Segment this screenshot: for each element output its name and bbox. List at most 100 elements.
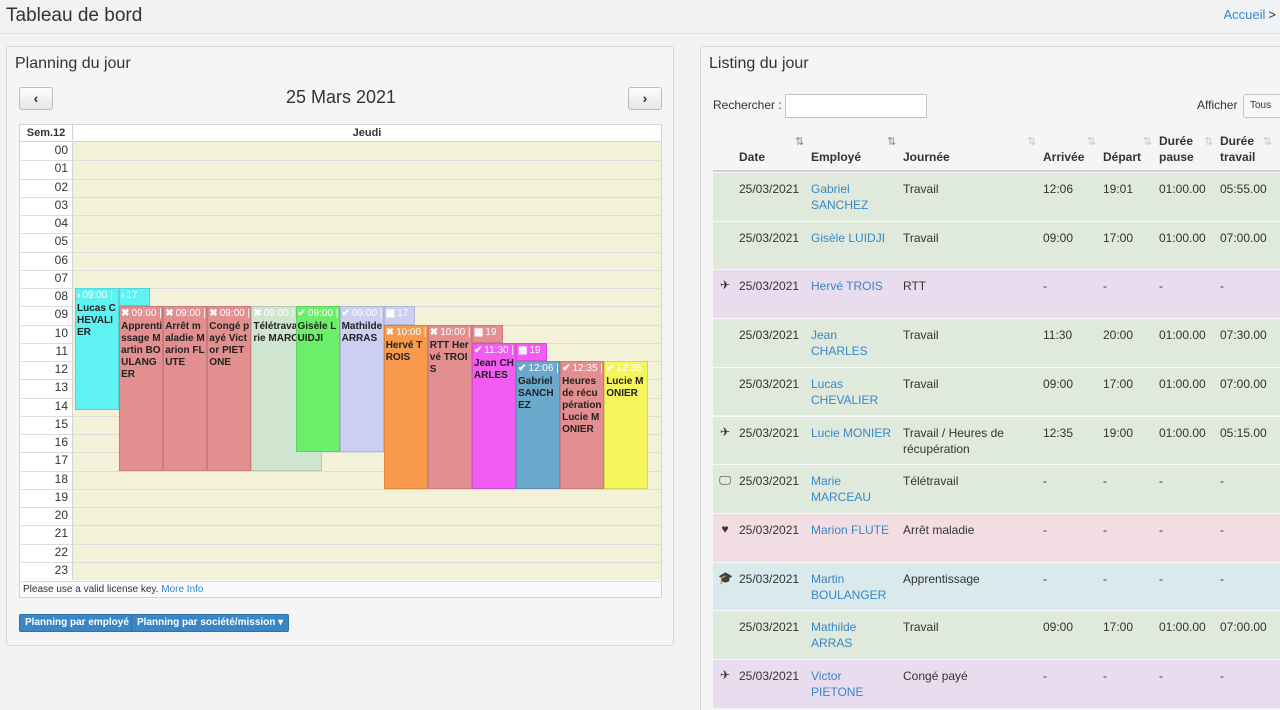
departure-cell: - xyxy=(1103,474,1107,489)
table-row[interactable]: ✈ 25/03/2021 Hervé TROIS RTT - - - - xyxy=(713,269,1280,319)
calendar-event[interactable]: ✖ 10:00 | RTT Hervé TROIS xyxy=(427,324,472,489)
breadcrumb-home-link[interactable]: Accueil xyxy=(1223,7,1266,22)
calendar-grid[interactable]: › 09:00 | Lucas CHEVALIER › 17 ✖ 09:00 | Appren… xyxy=(21,142,662,580)
table-row[interactable]: ✈ 25/03/2021 Lucie MONIER Travail / Heures … xyxy=(713,415,1280,465)
employee-link[interactable]: Gabriel SANCHEZ xyxy=(811,182,869,212)
event-status-icon: ✖ xyxy=(253,308,262,320)
event-time-text: 17 xyxy=(397,308,409,320)
column-header[interactable]: Durée travail xyxy=(1220,134,1256,164)
table-row[interactable]: 25/03/2021 Gisèle LUIDJI Travail 09:00 17:00… xyxy=(713,220,1280,270)
event-title: Hervé TROIS xyxy=(385,339,423,363)
hour-label: 02 xyxy=(54,179,68,194)
table-row[interactable]: 25/03/2021 Gabriel SANCHEZ Travail 12:06 19:… xyxy=(713,172,1280,221)
event-status-icon: ▦ xyxy=(473,326,484,338)
table-row[interactable]: 🎓 25/03/2021 Martin BOULANGER Apprentissage… xyxy=(713,561,1280,611)
work-duration-cell: 05:15.00 xyxy=(1220,425,1267,440)
date-cell: 25/03/2021 xyxy=(739,425,800,440)
employee-link[interactable]: Lucie MONIER xyxy=(811,425,892,440)
hour-gridline xyxy=(21,488,662,490)
event-time: ✖ 09:00 | xyxy=(208,307,250,321)
employee-link[interactable]: Marion FLUTE xyxy=(811,522,890,537)
event-status-icon: › xyxy=(77,290,81,301)
column-header[interactable]: Journée xyxy=(903,150,950,164)
sort-icon[interactable]: ⇅ xyxy=(795,136,805,148)
calendar-header: Sem.12 Jeudi xyxy=(20,125,661,142)
column-header[interactable]: Employé xyxy=(811,150,862,164)
calendar-event[interactable]: ✔ 12:35 | Heures de récupération Lucie MON… xyxy=(560,361,605,489)
license-more-info-link[interactable]: More Info xyxy=(161,584,204,595)
calendar-event[interactable]: › 17 xyxy=(119,288,150,307)
sort-icon[interactable]: ⇅ xyxy=(887,136,897,148)
table-row[interactable]: 25/03/2021 Lucas CHEVALIER Travail 09:00 17:… xyxy=(713,366,1280,416)
table-row[interactable]: 25/03/2021 Jean CHARLES Travail 11:30 20:00 0… xyxy=(713,318,1280,367)
calendar-event[interactable]: ▦ 19 xyxy=(516,342,547,361)
employee-link[interactable]: Mathilde ARRAS xyxy=(811,620,857,651)
hour-label: 21 xyxy=(54,526,68,541)
calendar-event[interactable]: ▦ 17 xyxy=(383,306,415,325)
departure-cell: 19:01 xyxy=(1103,182,1134,196)
day-type-cell: Arrêt maladie xyxy=(903,522,975,537)
calendar-event[interactable]: ✔ 09:00 | Mathilde ARRAS xyxy=(339,306,384,453)
hour-label: 17 xyxy=(54,453,68,468)
date-cell: 25/03/2021 xyxy=(739,182,800,196)
calendar-event[interactable]: ✖ 09:00 | Congé payé Victor PIETONE xyxy=(207,306,252,471)
event-status-icon: ✔ xyxy=(518,363,527,374)
employee-link[interactable]: Hervé TROIS xyxy=(811,279,883,294)
sort-icon[interactable]: ⇅ xyxy=(1027,136,1037,148)
hour-gridline xyxy=(21,196,662,198)
show-select[interactable]: Tous xyxy=(1243,94,1280,118)
column-header[interactable]: Durée pause xyxy=(1159,134,1194,164)
table-row[interactable]: ♥ 25/03/2021 Marion FLUTE Arrêt maladie - - - - xyxy=(713,512,1280,562)
next-day-button[interactable]: › xyxy=(628,87,662,110)
calendar-event[interactable]: ✔ 12:06 | Gabriel SANCHEZ xyxy=(516,361,561,489)
previous-day-button[interactable]: ‹ xyxy=(19,87,53,110)
employee-link[interactable]: Jean CHARLES xyxy=(811,328,868,359)
table-row[interactable]: ✈ 25/03/2021 Victor PIETONE Congé payé - - - - xyxy=(713,659,1280,708)
employee-link[interactable]: Lucas CHEVALIER xyxy=(811,376,879,407)
calendar-event[interactable]: ▦ 19 xyxy=(471,324,503,343)
sort-icon[interactable]: ⇅ xyxy=(1204,136,1214,148)
employee-link[interactable]: Gisèle LUIDJI xyxy=(811,230,886,245)
employee-link[interactable]: Victor PIETONE xyxy=(811,669,864,699)
search-input[interactable] xyxy=(785,94,927,118)
event-title: Gabriel SANCHEZ xyxy=(518,376,554,411)
table-row[interactable]: 25/03/2021 Mathilde ARRAS Travail 09:00 17:0… xyxy=(713,610,1280,659)
arrival-cell: 09:00 xyxy=(1043,620,1074,635)
event-status-icon: ✖ xyxy=(209,308,218,320)
event-title: Télétravail Marie MARCEAU xyxy=(253,321,320,345)
planning-by-company-button[interactable]: Planning par société/mission ▾ xyxy=(131,614,290,632)
work-duration-cell: 05:55.00 xyxy=(1220,182,1267,196)
hour-gridline xyxy=(21,561,662,563)
hour-label: 01 xyxy=(54,161,68,176)
hour-gridline xyxy=(21,178,662,180)
calendar-event[interactable]: ✖ 09:00 | Arrêt maladie Marion FLUTE xyxy=(163,306,208,471)
event-time: › 17 xyxy=(120,289,149,303)
column-header[interactable]: Date xyxy=(739,150,766,164)
calendar-event[interactable]: ✖ 09:00 | Apprentissage Martin BOULANGER xyxy=(119,306,164,471)
pause-cell: 01:00.00 xyxy=(1159,230,1206,245)
calendar-event[interactable]: ✔ 12:35 Lucie MONIER xyxy=(604,361,649,489)
calendar-event[interactable]: ✖ 10:00 | Hervé TROIS xyxy=(383,324,428,489)
calendar-event[interactable]: › 09:00 | Lucas CHEVALIER xyxy=(75,288,120,411)
pause-cell: - xyxy=(1159,279,1163,294)
employee-link[interactable]: Marie MARCEAU xyxy=(811,474,872,505)
event-time: ✔ 09:00 | xyxy=(341,307,383,321)
sort-icon[interactable]: ⇅ xyxy=(1087,136,1097,148)
page-title: Tableau de bord xyxy=(6,5,143,26)
calendar-event[interactable]: ✔ 11:30 | Jean CHARLES xyxy=(471,342,516,489)
calendar-event[interactable]: ✔ 09:00 | Gisèle LUIDJI xyxy=(295,306,340,453)
employee-link[interactable]: Martin BOULANGER xyxy=(811,571,887,602)
table-row[interactable]: 🖵 25/03/2021 Marie MARCEAU Télétravail - - - - xyxy=(713,464,1280,513)
column-header[interactable]: Arrivée xyxy=(1043,150,1085,164)
day-type-cell: RTT xyxy=(903,279,927,294)
column-header[interactable]: Départ xyxy=(1103,150,1142,164)
date-cell: 25/03/2021 xyxy=(739,669,800,683)
day-type-cell: Apprentissage xyxy=(903,571,980,586)
day-type-cell: Télétravail xyxy=(903,474,959,489)
work-duration-cell: 07:00.00 xyxy=(1220,620,1267,635)
planning-by-employee-button[interactable]: Planning par employé xyxy=(19,614,135,632)
sort-icon[interactable]: ⇅ xyxy=(1263,136,1273,148)
event-status-icon: ▦ xyxy=(518,344,528,356)
date-cell: 25/03/2021 xyxy=(739,230,800,245)
sort-icon[interactable]: ⇅ xyxy=(1143,136,1153,148)
